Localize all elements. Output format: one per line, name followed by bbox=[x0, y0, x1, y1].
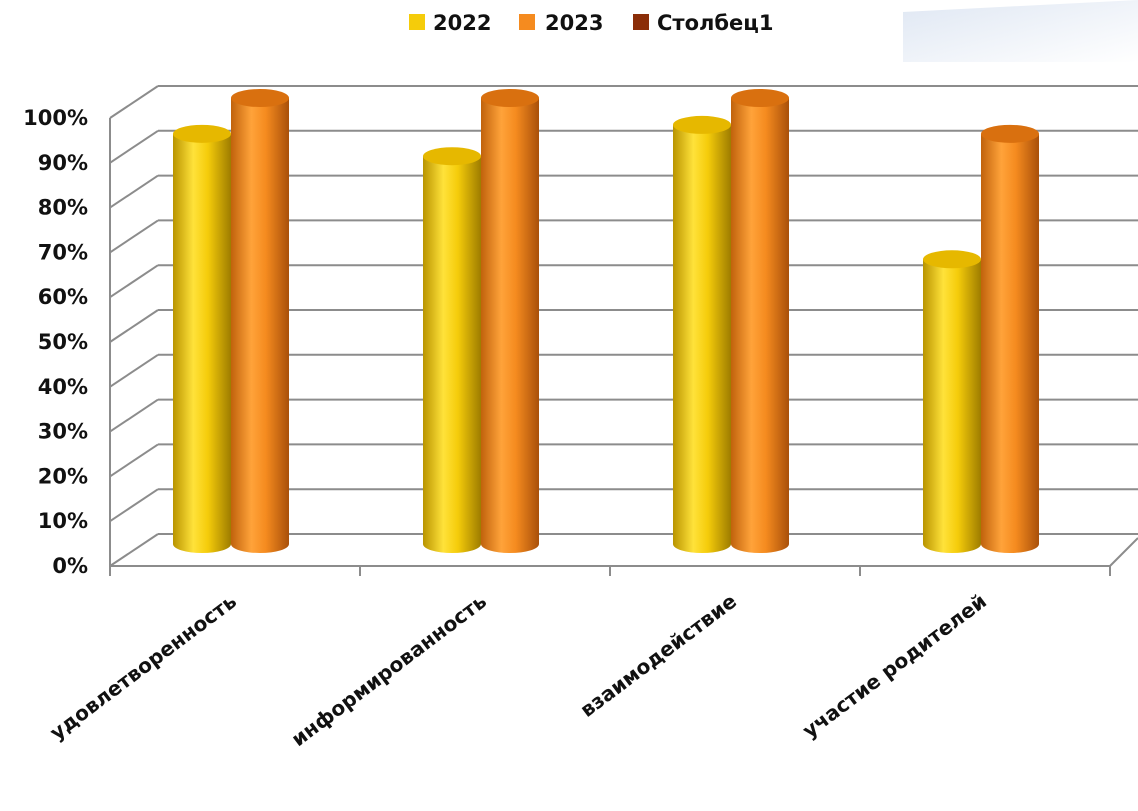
legend-label: Столбец1 bbox=[657, 11, 773, 35]
y-tick-label: 20% bbox=[38, 464, 88, 488]
y-tick-label: 90% bbox=[38, 151, 88, 175]
x-axis-depth-line bbox=[1109, 537, 1138, 567]
legend-swatch bbox=[409, 14, 425, 30]
y-tick-label: 0% bbox=[52, 554, 88, 578]
legend-label: 2022 bbox=[433, 11, 491, 35]
gridline-depth bbox=[109, 353, 159, 388]
bar bbox=[981, 124, 1039, 553]
gridline-depth bbox=[109, 533, 159, 567]
gridline-depth bbox=[109, 398, 159, 433]
legend: 2022 2023 Столбец1 bbox=[409, 11, 773, 35]
corner-decoration bbox=[903, 0, 1138, 62]
gridline-depth bbox=[109, 443, 159, 478]
category-labels: удовлетворенность информированность взаимо… bbox=[45, 589, 991, 751]
y-tick-label: 40% bbox=[38, 375, 88, 399]
bar bbox=[673, 115, 731, 553]
gridline-depth bbox=[109, 174, 159, 209]
legend-label: 2023 bbox=[545, 11, 603, 35]
category-label: взаимодействие bbox=[575, 589, 741, 722]
category-label: участие родителей bbox=[798, 589, 991, 743]
y-axis-ticks: 0% 10% 20% 30% 40% 50% 60% 70% 80% 90% 100% bbox=[23, 106, 88, 578]
bars bbox=[173, 89, 1039, 554]
y-tick-label: 100% bbox=[23, 106, 88, 130]
gridline-depth bbox=[109, 85, 159, 119]
gridline-depth bbox=[109, 488, 159, 523]
legend-swatch bbox=[519, 14, 535, 30]
y-tick-label: 30% bbox=[38, 420, 88, 444]
category-label: удовлетворенность bbox=[45, 589, 241, 745]
y-tick-label: 10% bbox=[38, 509, 88, 533]
y-tick-label: 50% bbox=[38, 330, 88, 354]
legend-swatch bbox=[633, 14, 649, 30]
bar bbox=[231, 89, 289, 553]
legend-item: Столбец1 bbox=[633, 11, 773, 35]
category-label: информированность bbox=[287, 589, 491, 751]
legend-item: 2023 bbox=[519, 11, 603, 35]
legend-item: 2022 bbox=[409, 11, 491, 35]
gridline-depth bbox=[109, 264, 159, 299]
gridline-depth bbox=[109, 129, 159, 164]
y-tick-label: 80% bbox=[38, 196, 88, 220]
bar bbox=[731, 89, 789, 553]
bar bbox=[923, 250, 981, 553]
y-tick-label: 60% bbox=[38, 285, 88, 309]
y-tick-label: 70% bbox=[38, 240, 88, 264]
bar bbox=[481, 89, 539, 553]
bar bbox=[423, 147, 481, 554]
gridline-depth bbox=[109, 219, 159, 254]
bar bbox=[173, 124, 231, 553]
gridline-depth bbox=[109, 309, 159, 343]
